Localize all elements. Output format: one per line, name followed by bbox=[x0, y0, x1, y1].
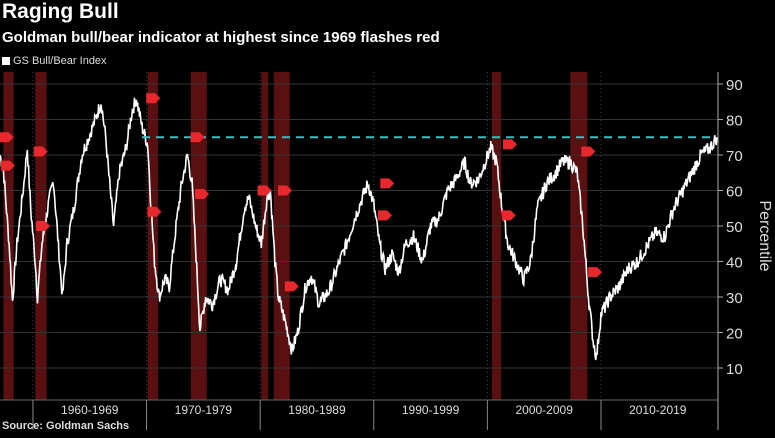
recession-band bbox=[35, 72, 47, 400]
y-tick-label: 10 bbox=[726, 361, 743, 378]
x-tick-label: 1960-1969 bbox=[61, 403, 119, 417]
source-note: Source: Goldman Sachs bbox=[2, 420, 130, 432]
chart-title: Raging Bull bbox=[2, 0, 119, 23]
y-tick-label: 30 bbox=[726, 290, 743, 307]
legend: GS Bull/Bear Index bbox=[2, 55, 107, 67]
legend-label: GS Bull/Bear Index bbox=[13, 55, 107, 67]
y-tick-label: 50 bbox=[726, 219, 743, 236]
signal-marker bbox=[581, 146, 596, 157]
recession-band bbox=[190, 72, 207, 400]
signal-marker bbox=[0, 132, 14, 143]
recession-band bbox=[261, 72, 269, 400]
chart-subtitle: Goldman bull/bear indicator at highest s… bbox=[2, 29, 440, 46]
y-tick-label: 60 bbox=[726, 184, 743, 201]
y-tick-label: 90 bbox=[726, 77, 743, 94]
signal-marker bbox=[377, 210, 392, 221]
signal-marker bbox=[380, 178, 395, 189]
x-tick-label: 1980-1989 bbox=[288, 403, 346, 417]
signal-marker bbox=[36, 221, 51, 231]
signal-marker bbox=[190, 132, 205, 143]
y-tick-label: 80 bbox=[726, 113, 743, 130]
recession-band bbox=[570, 72, 588, 400]
y-tick-label: 20 bbox=[726, 326, 743, 343]
signal-marker bbox=[284, 281, 299, 292]
y-axis-label: Percentile bbox=[756, 200, 773, 271]
x-tick-label: 1970-1979 bbox=[175, 403, 233, 417]
signal-marker bbox=[501, 210, 516, 221]
x-tick-label: 2010-2019 bbox=[629, 403, 687, 417]
y-tick-label: 40 bbox=[726, 255, 743, 272]
recession-band bbox=[273, 72, 290, 400]
x-tick-label: 2000-2009 bbox=[515, 403, 573, 417]
signal-marker bbox=[195, 189, 210, 200]
signal-marker bbox=[147, 206, 162, 217]
signal-marker bbox=[278, 185, 293, 196]
signal-marker bbox=[502, 139, 517, 150]
signal-marker bbox=[588, 267, 603, 278]
x-tick-label: 1990-1999 bbox=[402, 403, 460, 417]
recession-band bbox=[491, 72, 502, 400]
signal-marker bbox=[0, 160, 15, 171]
signal-marker bbox=[146, 93, 161, 104]
signal-marker bbox=[33, 146, 48, 157]
legend-swatch bbox=[2, 57, 10, 65]
signal-marker bbox=[257, 185, 272, 196]
series-line bbox=[0, 97, 718, 361]
y-tick-label: 70 bbox=[726, 148, 743, 165]
